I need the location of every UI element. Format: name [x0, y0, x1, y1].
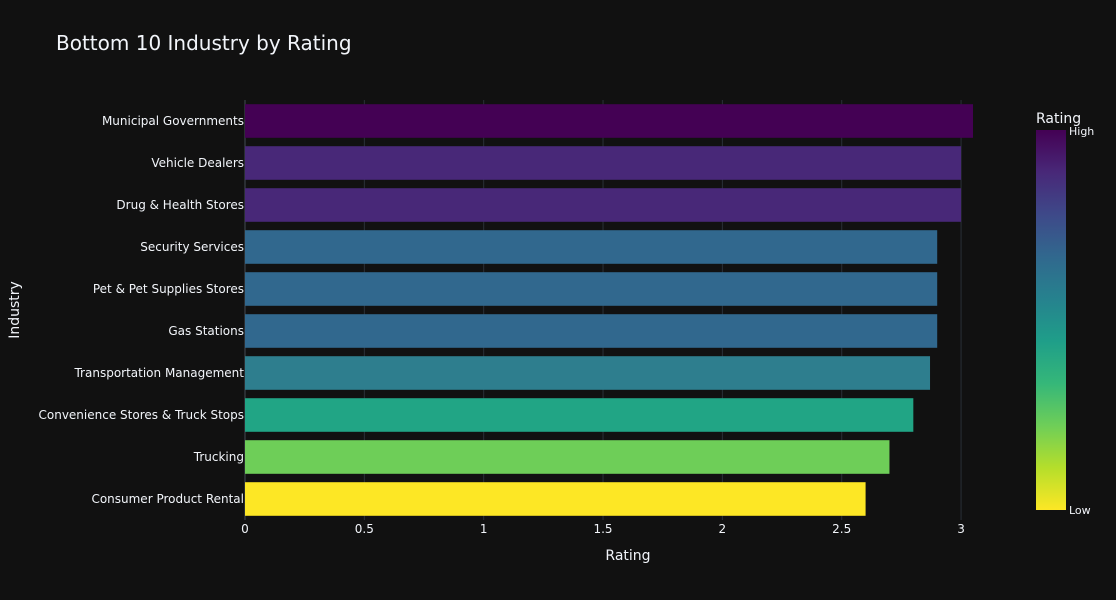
y-tick-label: Transportation Management [73, 366, 244, 380]
colorbar-high-label: High [1069, 125, 1094, 138]
x-tick-label: 0 [241, 522, 249, 536]
y-tick-labels: Municipal Governments Vehicle Dealers Drug… [39, 114, 245, 506]
x-tick-labels: 0 0.5 1 1.5 2 2.5 3 [241, 522, 965, 536]
bars-layer [245, 104, 973, 516]
y-tick-label: Consumer Product Rental [91, 492, 244, 506]
bar[interactable] [245, 356, 931, 390]
x-tick-label: 1.5 [593, 522, 612, 536]
y-tick-label: Trucking [193, 450, 244, 464]
y-tick-label: Municipal Governments [102, 114, 244, 128]
colorbar-title: Rating [1036, 111, 1081, 127]
x-tick-label: 3 [957, 522, 965, 536]
bar[interactable] [245, 104, 973, 138]
x-tick-label: 2.5 [832, 522, 851, 536]
colorbar-low-label: Low [1069, 504, 1091, 517]
y-tick-label: Security Services [140, 240, 244, 254]
bar[interactable] [245, 188, 962, 222]
bar[interactable] [245, 230, 938, 264]
bar[interactable] [245, 146, 962, 180]
colorbar [1036, 130, 1066, 510]
x-tick-label: 0.5 [355, 522, 374, 536]
y-tick-label: Gas Stations [168, 324, 244, 338]
y-axis-label: Industry [7, 281, 23, 339]
x-axis-label: Rating [605, 548, 650, 564]
chart-title: Bottom 10 Industry by Rating [56, 31, 352, 55]
x-tick-label: 1 [480, 522, 488, 536]
bar[interactable] [245, 440, 890, 474]
y-tick-label: Convenience Stores & Truck Stops [39, 408, 245, 422]
bar[interactable] [245, 482, 866, 516]
bar[interactable] [245, 272, 938, 306]
y-tick-label: Vehicle Dealers [151, 156, 244, 170]
x-tick-label: 2 [719, 522, 727, 536]
bar[interactable] [245, 398, 914, 432]
bar[interactable] [245, 314, 938, 348]
y-tick-label: Pet & Pet Supplies Stores [93, 282, 244, 296]
y-tick-label: Drug & Health Stores [116, 198, 244, 212]
